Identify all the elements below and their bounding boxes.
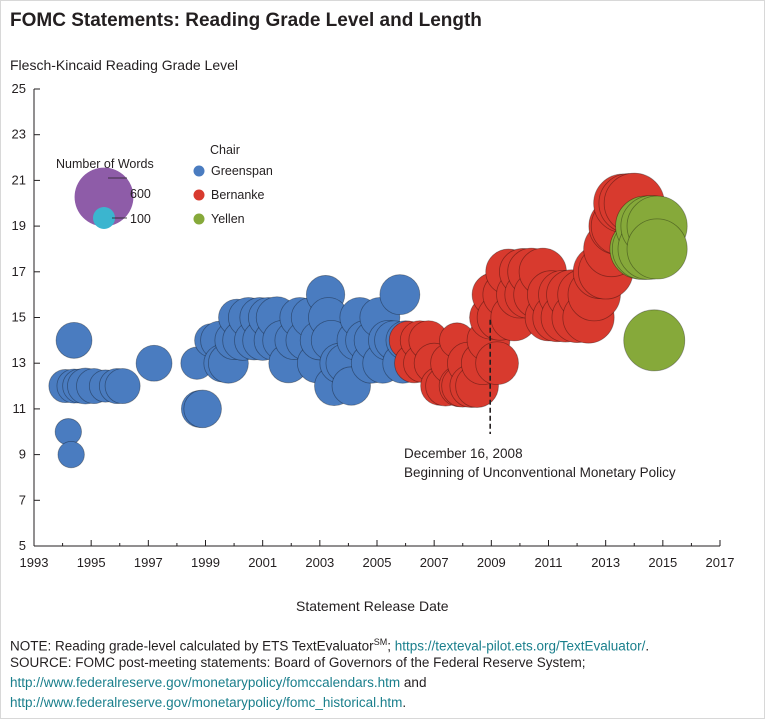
x-tick-label-1995: 1995 — [77, 555, 106, 570]
bubble-yellen-5 — [623, 309, 686, 372]
y-axis-label: Flesch-Kincaid Reading Grade Level — [10, 57, 239, 73]
annotation-date: December 16, 2008 — [404, 446, 523, 461]
note-line: NOTE: Reading grade-level calculated by … — [10, 633, 649, 656]
size-legend-600-bubble — [74, 167, 134, 227]
legend-layer: Number of Words 600 100 Chair Greenspan Berna… — [56, 143, 273, 229]
x-tick-label-2015: 2015 — [648, 555, 677, 570]
size-legend-100-label: 100 — [130, 212, 151, 226]
bubble-greenspan-11 — [135, 344, 173, 382]
x-tick-label-2001: 2001 — [248, 555, 277, 570]
fomc-calendars-link[interactable]: http://www.federalreserve.gov/monetarypo… — [10, 675, 401, 690]
source-mid: and — [400, 675, 427, 690]
source-end: . — [402, 695, 407, 710]
fomc-historical-link[interactable]: http://www.federalreserve.gov/monetarypo… — [10, 695, 403, 710]
size-legend-100-bubble — [93, 207, 115, 229]
bubble-greenspan-2 — [57, 440, 85, 469]
x-tick-label-1993: 1993 — [20, 555, 49, 570]
bubble-greenspan-14 — [183, 389, 222, 429]
size-legend-600-label: 600 — [130, 187, 151, 201]
source-line-2: http://www.federalreserve.gov/monetarypo… — [10, 673, 426, 692]
texteval-link[interactable]: https://texteval-pilot.ets.org/TextEvalu… — [394, 638, 646, 654]
bubble-bernanke-19 — [475, 341, 519, 386]
x-tick-label-1999: 1999 — [191, 555, 220, 570]
note-text: NOTE: Reading grade-level calculated by … — [10, 638, 374, 654]
legend-swatch-greenspan — [193, 165, 205, 177]
annotation-description: Beginning of Unconventional Monetary Pol… — [404, 465, 676, 480]
x-tick-label-2013: 2013 — [591, 555, 620, 570]
y-tick-label-13: 13 — [12, 355, 26, 370]
chart-title: FOMC Statements: Reading Grade Level and… — [10, 10, 482, 31]
y-tick-label-7: 7 — [19, 492, 26, 507]
source-line-3: http://www.federalreserve.gov/monetarypo… — [10, 693, 406, 712]
note-separator: ; — [387, 638, 395, 654]
legend-label-greenspan: Greenspan — [211, 164, 273, 178]
y-tick-label-17: 17 — [12, 264, 26, 279]
x-tick-label-2003: 2003 — [305, 555, 334, 570]
legend-swatch-bernanke — [193, 189, 205, 201]
bubble-yellen-7 — [626, 218, 688, 280]
x-axis-label: Statement Release Date — [296, 598, 449, 614]
note-superscript: SM — [373, 637, 388, 647]
bubble-greenspan-3 — [55, 321, 93, 359]
color-legend-title: Chair — [210, 143, 240, 157]
bubble-layer — [48, 172, 688, 469]
y-tick-label-11: 11 — [13, 401, 27, 416]
y-tick-label-23: 23 — [12, 127, 26, 142]
bubble-greenspan-53 — [379, 274, 421, 316]
x-tick-label-2007: 2007 — [420, 555, 449, 570]
annotation-layer: December 16, 2008 Beginning of Unconventi… — [404, 319, 676, 480]
y-tick-label-21: 21 — [12, 172, 26, 187]
x-tick-label-2009: 2009 — [477, 555, 506, 570]
legend-label-yellen: Yellen — [211, 212, 245, 226]
y-tick-label-5: 5 — [19, 538, 26, 553]
x-tick-label-2005: 2005 — [363, 555, 392, 570]
source-line-1: SOURCE: FOMC post-meeting statements: Bo… — [10, 655, 586, 670]
bubble-greenspan-10 — [104, 368, 141, 404]
y-tick-label-25: 25 — [12, 81, 26, 96]
bubble-greenspan-1 — [54, 418, 82, 446]
x-tick-label-1997: 1997 — [134, 555, 163, 570]
x-tick-label-2011: 2011 — [535, 555, 563, 570]
x-tick-label-2017: 2017 — [706, 555, 735, 570]
y-tick-label-19: 19 — [12, 218, 26, 233]
y-tick-label-15: 15 — [12, 310, 26, 325]
note-end: . — [645, 638, 650, 654]
legend-label-bernanke: Bernanke — [211, 188, 265, 202]
size-legend-title: Number of Words — [56, 157, 154, 171]
axes-layer: 5 7 9 11 13 15 17 19 21 23 25 1993 1995 1997 1999 2001 2… — [12, 81, 735, 570]
legend-swatch-yellen — [193, 213, 205, 225]
y-tick-label-9: 9 — [19, 447, 26, 462]
